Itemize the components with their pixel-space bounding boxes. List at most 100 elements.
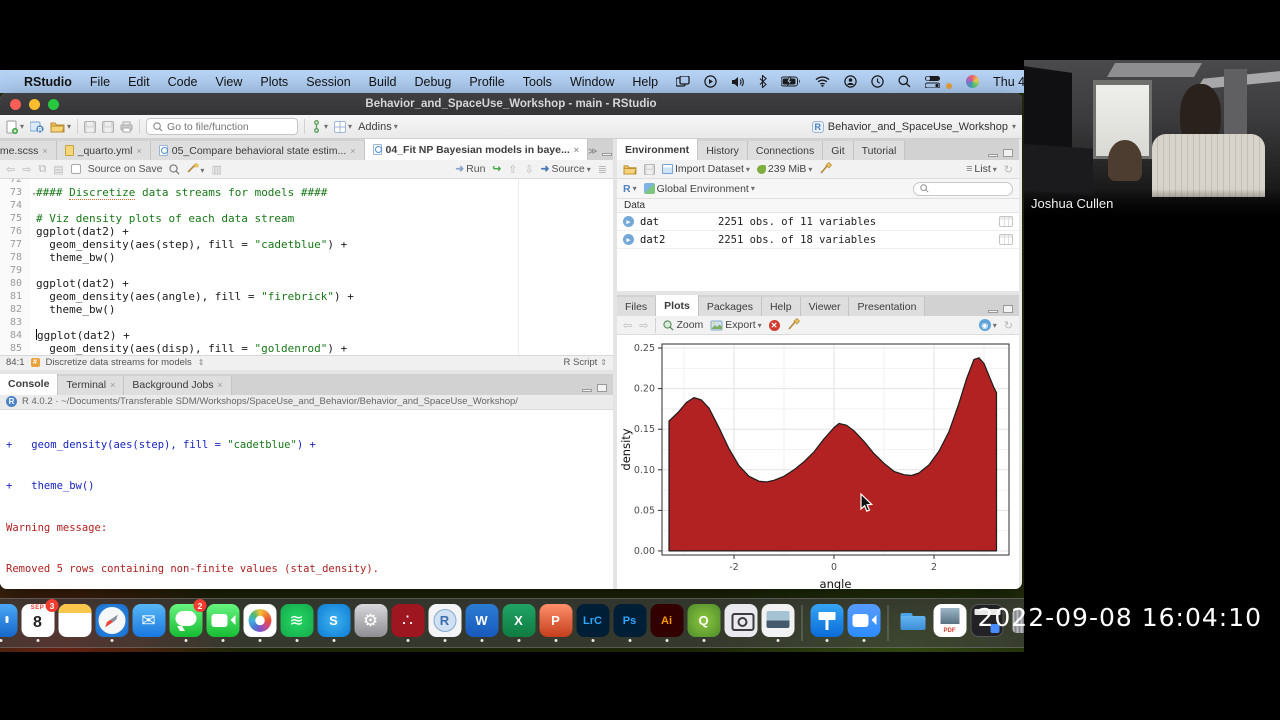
dock-item-keynote[interactable]	[810, 601, 844, 645]
tab-history[interactable]: History	[698, 141, 748, 160]
console-output[interactable]: + geom_density(aes(step), fill = "cadetb…	[0, 409, 613, 589]
tab-environment[interactable]: Environment	[617, 139, 699, 160]
dock-item-pdf-document[interactable]	[933, 601, 967, 645]
dock-item-spotify[interactable]: ≋	[280, 601, 314, 645]
dock-item-powerpoint[interactable]: P	[539, 601, 573, 645]
language-selector[interactable]: R ▾	[623, 182, 637, 195]
toggles-icon[interactable]	[925, 75, 941, 88]
zoom-plot-button[interactable]: Zoom	[663, 319, 703, 331]
run-button[interactable]: ➜ Run	[455, 163, 486, 175]
menu-code[interactable]: Code	[167, 74, 198, 89]
open-file-button[interactable]: ▾	[50, 121, 71, 133]
horizontal-splitter[interactable]	[0, 369, 613, 374]
dock-item-trash[interactable]	[1007, 601, 1024, 645]
tab-04-fit-np-bayesian[interactable]: 04_Fit NP Bayesian models in baye... ×	[364, 139, 588, 160]
minimize-pane-icon[interactable]	[602, 152, 613, 156]
spotlight-icon[interactable]	[898, 75, 911, 88]
minimize-window-button[interactable]	[29, 98, 40, 110]
tab-overflow-icon[interactable]: ≫	[588, 146, 598, 156]
new-file-button[interactable]: ▾	[6, 120, 24, 134]
volume-icon[interactable]	[731, 76, 745, 88]
menu-view[interactable]: View	[215, 74, 243, 89]
dock-item-skype[interactable]: S	[317, 601, 351, 645]
tab-help[interactable]: Help	[761, 297, 801, 316]
dock-item-folder[interactable]	[896, 601, 930, 645]
dock-item-lightroom-classic[interactable]: LrC	[576, 601, 610, 645]
file-type-selector[interactable]: R Script	[563, 357, 598, 368]
refresh-plot-icon[interactable]: ↻	[1003, 319, 1013, 332]
tab-git[interactable]: Git	[823, 141, 854, 160]
find-icon[interactable]	[169, 163, 180, 175]
env-row-dat[interactable]: ▶ dat 2251 obs. of 11 variables	[617, 213, 1019, 231]
addins-menu[interactable]: Addins ▾	[358, 120, 398, 133]
git-button[interactable]: ▾	[311, 120, 328, 133]
environment-search[interactable]	[913, 181, 1013, 196]
vertical-splitter[interactable]	[613, 139, 617, 589]
project-selector[interactable]: R Behavior_and_SpaceUse_Workshop ▾	[811, 120, 1016, 133]
view-table-icon[interactable]	[999, 234, 1013, 245]
dock-item-qgis[interactable]: Q	[687, 601, 721, 645]
menu-help[interactable]: Help	[632, 74, 659, 89]
view-table-icon[interactable]	[999, 216, 1013, 227]
dock-item-photos[interactable]	[243, 601, 277, 645]
dock-item-mendeley[interactable]: ∴	[391, 601, 425, 645]
menu-tools[interactable]: Tools	[522, 74, 552, 89]
zoom-window-button[interactable]	[48, 98, 59, 110]
env-row-dat2[interactable]: ▶ dat2 2251 obs. of 18 variables	[617, 231, 1019, 249]
dock-item-mail[interactable]: ✉	[132, 601, 166, 645]
dock-item-messages[interactable]: 2	[169, 599, 207, 645]
back-icon[interactable]: ⇦	[6, 163, 16, 176]
run-next-icon[interactable]: ⇩	[524, 163, 534, 176]
tab-console[interactable]: Console	[0, 373, 59, 395]
dock-item-photoshop[interactable]: Ps	[613, 601, 647, 645]
tab-05-compare[interactable]: 05_Compare behavioral state estim... ×	[150, 141, 365, 160]
tab-packages[interactable]: Packages	[698, 297, 762, 316]
dock-item-system-preferences[interactable]: ⚙	[354, 601, 388, 645]
load-workspace-icon[interactable]	[623, 164, 637, 175]
menu-file[interactable]: File	[89, 74, 111, 89]
publish-button[interactable]: ◉ ▾	[978, 319, 997, 331]
expand-icon[interactable]: ▶	[623, 216, 634, 227]
mission-control-icon[interactable]	[676, 75, 690, 88]
tab-viewer[interactable]: Viewer	[800, 297, 850, 316]
dock-item-safari[interactable]	[95, 601, 129, 645]
popout-icon[interactable]: ⧉	[38, 162, 47, 175]
menubar-clock[interactable]: Thu 4:04 PM	[993, 74, 1024, 89]
compile-report-icon[interactable]: ▥	[211, 163, 222, 176]
dock-item-finder[interactable]	[0, 601, 18, 645]
save-icon[interactable]: ▤	[53, 163, 64, 176]
run-previous-icon[interactable]: ⇧	[508, 163, 518, 176]
dock-item-notes[interactable]	[58, 601, 92, 645]
user-icon[interactable]	[844, 75, 857, 88]
menu-profile[interactable]: Profile	[469, 74, 505, 89]
wifi-icon[interactable]	[815, 76, 830, 87]
next-plot-icon[interactable]: ⇨	[639, 319, 649, 332]
tab-plots[interactable]: Plots	[656, 295, 699, 316]
forward-icon[interactable]: ⇨	[22, 163, 32, 176]
dock-item-zoom[interactable]	[847, 601, 881, 645]
save-button[interactable]	[84, 120, 97, 133]
maximize-pane-icon[interactable]	[1003, 305, 1013, 313]
dock-item-rstudio-project[interactable]	[428, 601, 462, 645]
tab-files[interactable]: Files	[617, 297, 657, 316]
goto-file-search[interactable]	[146, 118, 299, 135]
play-status-icon[interactable]	[704, 75, 717, 88]
maximize-pane-icon[interactable]	[1003, 149, 1013, 157]
tab-tutorial[interactable]: Tutorial	[853, 141, 906, 160]
dock-item-illustrator[interactable]: Ai	[650, 601, 684, 645]
save-all-button[interactable]	[102, 120, 115, 133]
scope-selector[interactable]: Global Environment ▾	[643, 183, 755, 195]
window-titlebar[interactable]: Behavior_and_SpaceUse_Workshop - main - …	[0, 93, 1022, 115]
minimize-pane-icon[interactable]	[582, 388, 592, 392]
remove-plot-icon[interactable]: ✕	[768, 319, 780, 331]
console-working-dir[interactable]: R 4.0.2 · ~/Documents/Transferable SDM/W…	[22, 396, 518, 407]
menu-rstudio[interactable]: RStudio	[24, 74, 72, 89]
new-project-button[interactable]: R	[30, 120, 44, 133]
tab-quarto-yml[interactable]: _quarto.yml ×	[56, 141, 151, 160]
battery-icon[interactable]	[781, 76, 801, 87]
source-on-save-checkbox[interactable]	[70, 164, 81, 174]
menu-debug[interactable]: Debug	[414, 74, 452, 89]
expand-icon[interactable]: ▶	[623, 234, 634, 245]
tab-background-jobs[interactable]: Background Jobs ×	[124, 375, 232, 395]
minimize-pane-icon[interactable]	[988, 154, 998, 157]
